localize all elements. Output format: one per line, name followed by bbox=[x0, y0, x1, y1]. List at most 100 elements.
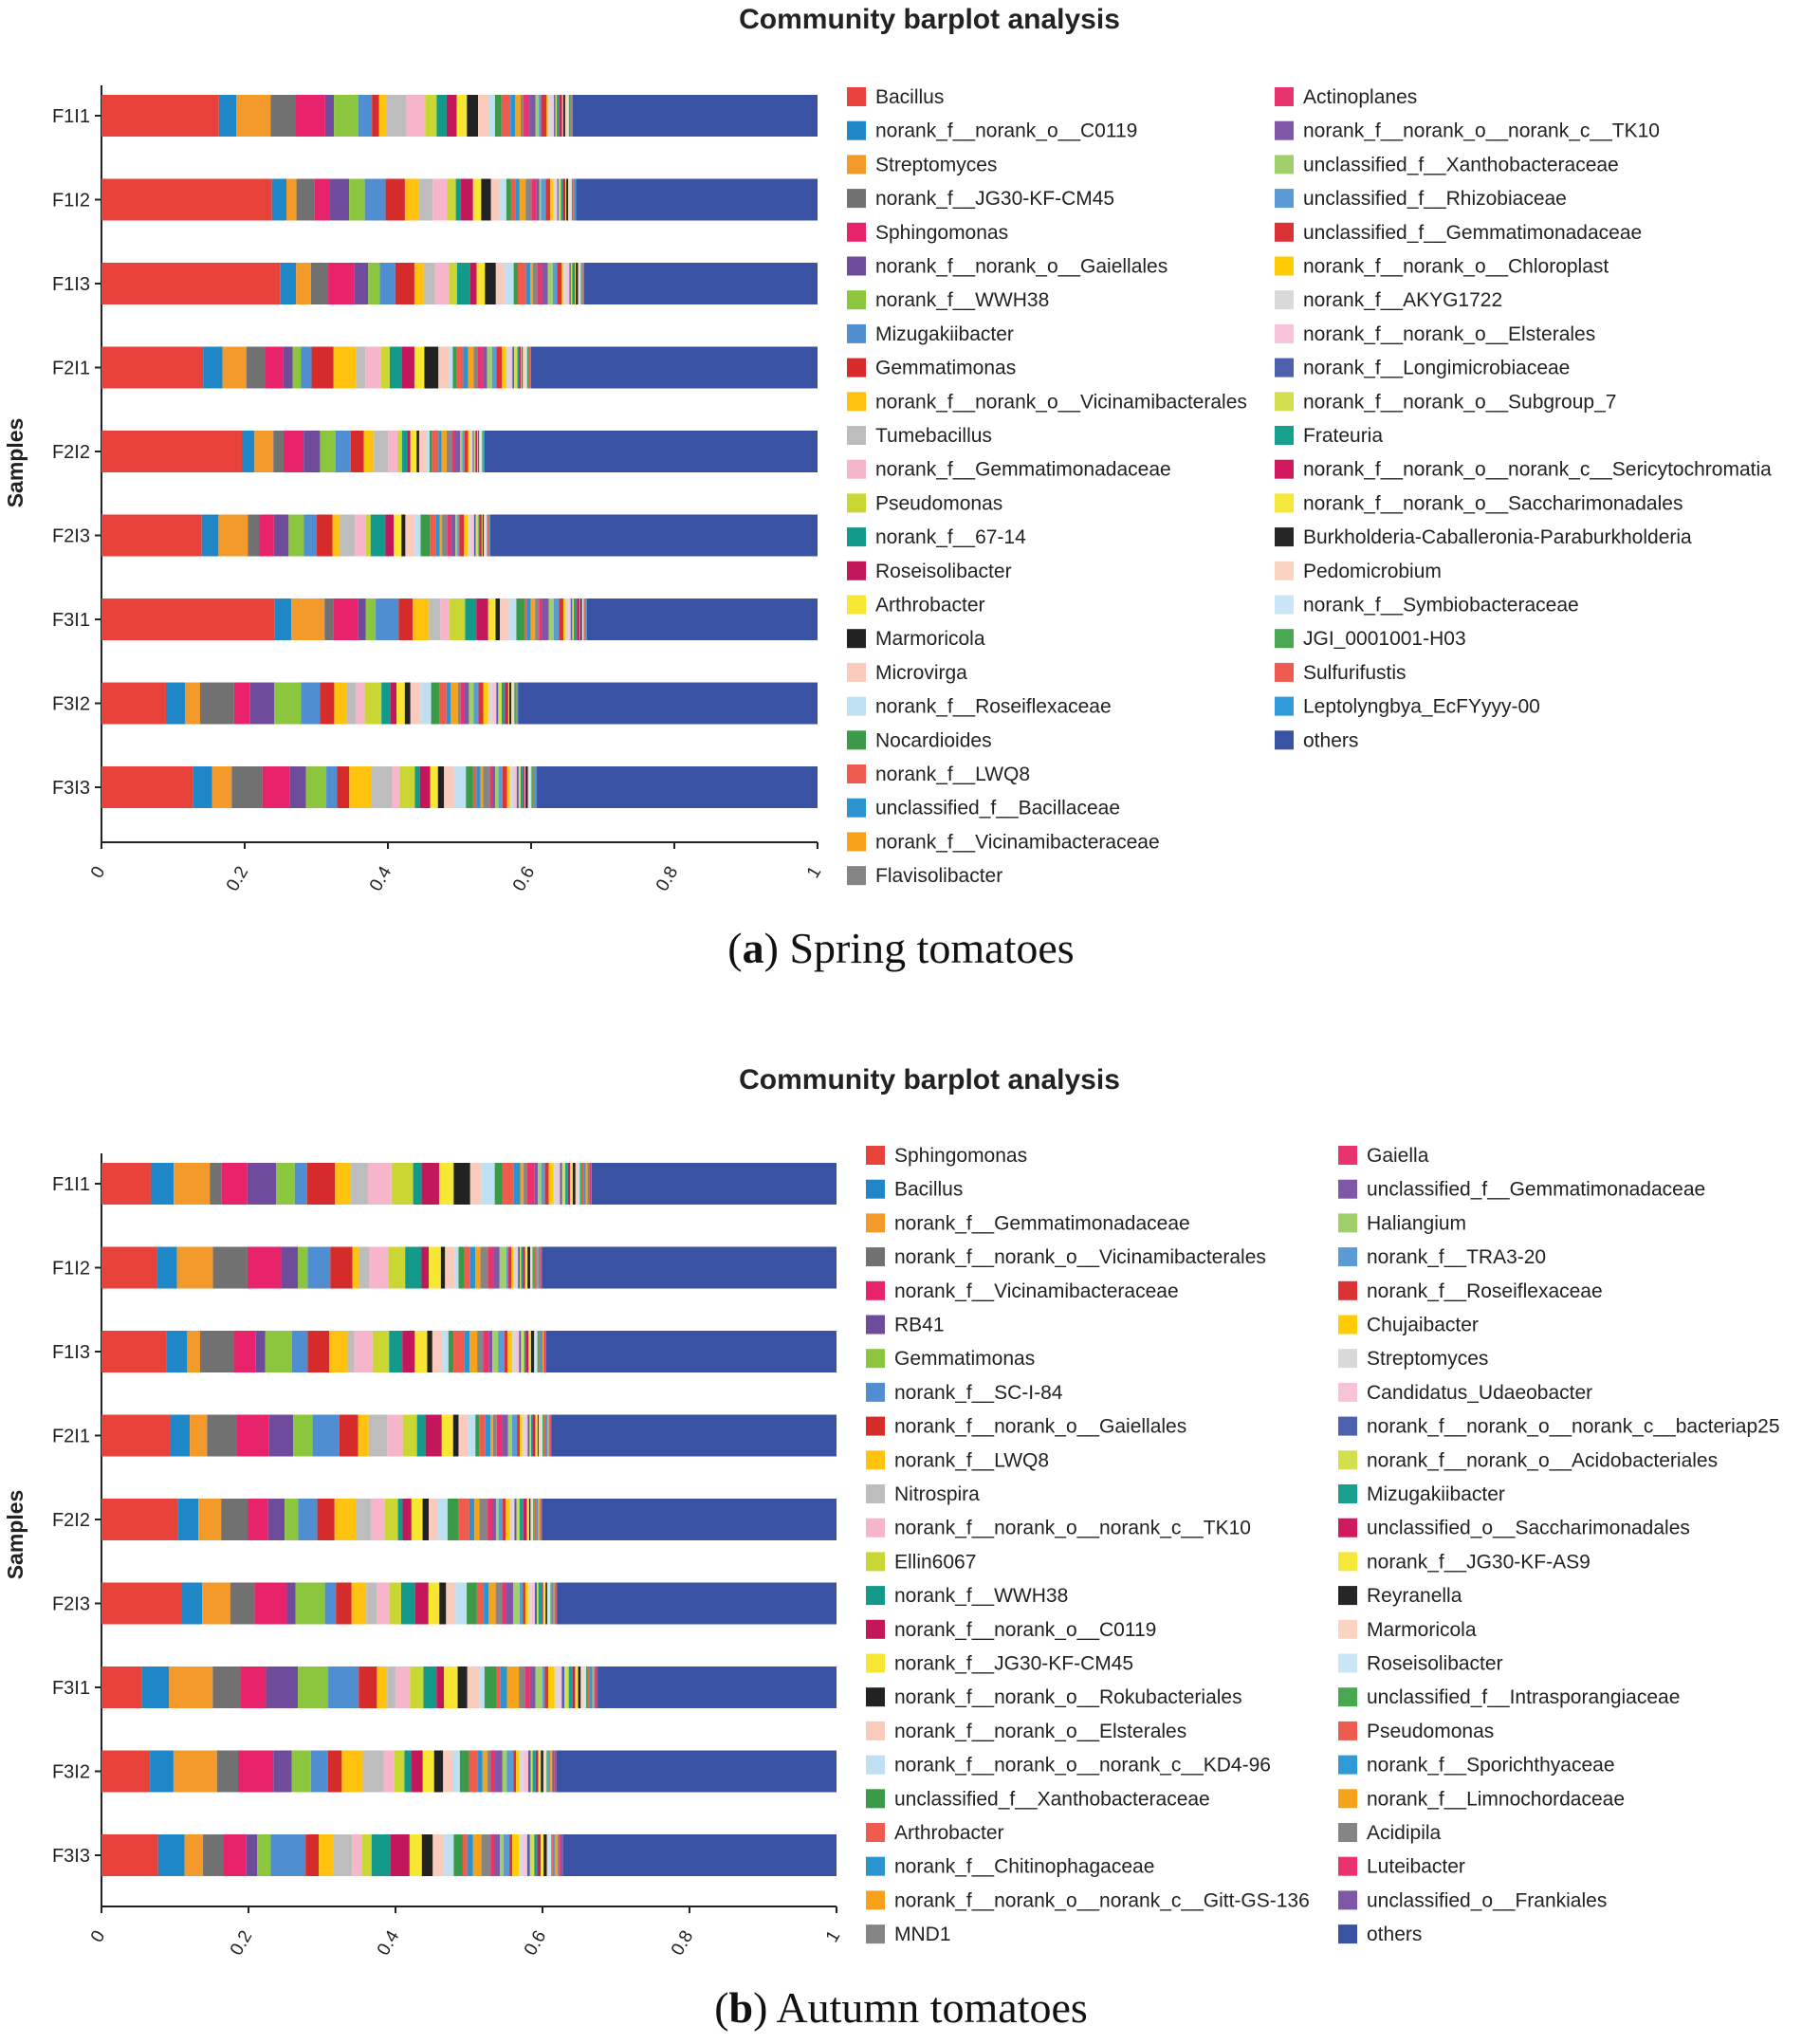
bar-segment-norank_f__norank_o__C0119 bbox=[414, 1582, 429, 1625]
bar-segment-Tumebacillus bbox=[385, 95, 407, 137]
bar-segment-norank_f__norank_o__norank_c__Sericytochromatia bbox=[562, 178, 566, 221]
bar-segment-Marmoricola bbox=[401, 514, 406, 557]
bar-segment-Roseisolibacter bbox=[583, 1667, 586, 1708]
bar-segment-norank_f__LWQ8 bbox=[501, 95, 511, 137]
bar-segment-Microvirga bbox=[495, 263, 506, 304]
legend-label: unclassified_f__Xanthobacteraceae bbox=[1303, 154, 1619, 175]
legend-swatch bbox=[1338, 1280, 1357, 1300]
bar-segment-Haliangium bbox=[502, 1750, 507, 1793]
bar-segment-Leptolyngbya_EcFYyyy-00 bbox=[489, 514, 490, 557]
bar-segment-unclassified_f__Rhizobiaceae bbox=[462, 431, 465, 472]
bar-segment-norank_f__Limnochordaceae bbox=[549, 1750, 552, 1793]
bar-segment-norank_f__Roseiflexaceae bbox=[523, 1582, 525, 1625]
bar-segment-norank_f__Chitinophagaceae bbox=[469, 1499, 475, 1540]
bar-segment-norank_f__SC-I-84 bbox=[270, 1834, 306, 1876]
bar-segment-norank_f__Roseiflexaceae bbox=[544, 1163, 549, 1205]
bar-segment-Luteibacter bbox=[556, 1582, 558, 1625]
bar-segment-Gemmatimonas bbox=[257, 1834, 271, 1876]
bar-segment-Roseisolibacter bbox=[407, 431, 411, 472]
legend-swatch bbox=[847, 256, 866, 276]
bar-segment-norank_f__norank_o__Chloroplast bbox=[502, 346, 506, 389]
bar-segment-norank_f__Vicinamibacteraceae bbox=[530, 598, 536, 640]
bar-segment-MND1 bbox=[495, 1582, 503, 1625]
bar-segment-Mizugakiibacter bbox=[532, 1750, 536, 1793]
bar-segment-norank_f__norank_o__Rokubacteriales bbox=[433, 1750, 444, 1793]
bar-segment-unclassified_o__Frankiales bbox=[557, 1582, 558, 1625]
legend-label: Flavisolibacter bbox=[875, 865, 1002, 887]
bar-segment-norank_f__norank_o__C0119 bbox=[425, 1414, 442, 1457]
bar-segment-Frateuria bbox=[474, 431, 476, 472]
bar-segment-Nitrospira bbox=[366, 1582, 377, 1625]
bar-segment-norank_f__Roseiflexaceae bbox=[509, 1834, 513, 1876]
bar-segment-norank_f__norank_o__Chloroplast bbox=[546, 95, 549, 137]
bar-segment-Mizugakiibacter bbox=[534, 1834, 538, 1876]
bar-segment-norank_f__norank_o__Vicinamibacterales bbox=[212, 1667, 241, 1708]
bar-segment-Marmoricola bbox=[538, 1414, 542, 1457]
bar-segment-norank_f__JG30-KF-CM45 bbox=[199, 682, 234, 725]
legend-label: Arthrobacter bbox=[894, 1822, 1004, 1844]
legend-label: RB41 bbox=[894, 1315, 945, 1336]
bar-segment-norank_f__Gemmatimonadaceae bbox=[176, 1246, 213, 1289]
legend-swatch bbox=[847, 832, 866, 852]
legend-swatch bbox=[1275, 426, 1294, 445]
bar-segment-Sphingomonas bbox=[101, 1834, 158, 1876]
legend-swatch bbox=[866, 1789, 885, 1809]
y-tick-label: F2I1 bbox=[52, 359, 90, 379]
bar-segment-norank_f__JG30-KF-CM45 bbox=[296, 178, 315, 221]
bar-segment-others bbox=[484, 431, 818, 472]
y-tick-label: F3I1 bbox=[52, 610, 90, 631]
bar-segment-Candidatus_Udaeobacter bbox=[523, 1750, 529, 1793]
legend-swatch bbox=[866, 1349, 885, 1369]
bar-segment-Gemmatimonas bbox=[298, 1667, 329, 1708]
legend-label: others bbox=[1303, 729, 1358, 751]
bar-segment-unclassified_f__Rhizobiaceae bbox=[552, 263, 558, 304]
bar-segment-norank_f__TRA3-20 bbox=[511, 1414, 518, 1457]
bar-segment-norank_f__norank_o__C0119 bbox=[411, 1750, 423, 1793]
bar-segment-norank_f__Vicinamibacteraceae bbox=[223, 1834, 247, 1876]
bar-segment-norank_f__norank_o__Saccharimonadales bbox=[561, 95, 563, 137]
x-tick-label: 0.6 bbox=[521, 1927, 550, 1959]
legend-swatch bbox=[847, 120, 866, 140]
bar-segment-norank_f__norank_o__Rokubacteriales bbox=[421, 1834, 433, 1876]
legend-label: Leptolyngbya_EcFYyyy-00 bbox=[1303, 696, 1540, 718]
bar-segment-JGI_0001001-H03 bbox=[568, 95, 571, 137]
x-tick-label: 1 bbox=[803, 863, 825, 882]
legend-label: others bbox=[1367, 1924, 1422, 1945]
bar-segment-norank_f__Vicinamibacteraceae bbox=[519, 178, 526, 221]
bar-segment-norank_f__norank_o__norank_c__TK10 bbox=[352, 1834, 362, 1876]
bar-segment-Pseudomonas bbox=[543, 1414, 547, 1457]
legend-swatch bbox=[1338, 1450, 1357, 1470]
bar-segment-norank_f__norank_o__C0119 bbox=[280, 263, 297, 304]
bar-segment-norank_f__LWQ8 bbox=[377, 1667, 388, 1708]
legend-label: norank_f__67-14 bbox=[875, 526, 1026, 548]
bar-segment-Pedomicrobium bbox=[581, 598, 583, 640]
legend-label: Pseudomonas bbox=[1367, 1721, 1494, 1742]
bar-segment-Arthrobacter bbox=[487, 598, 496, 640]
bar-segment-norank_f__norank_o__norank_c__bacteriap25 bbox=[514, 1499, 517, 1540]
bar-segment-norank_f__norank_o__norank_c__bacteriap25 bbox=[526, 1834, 530, 1876]
bar-segment-Marmoricola bbox=[481, 178, 491, 221]
legend-swatch bbox=[847, 696, 866, 716]
bar-segment-Streptomyces bbox=[522, 1414, 525, 1457]
bar-segment-norank_f__norank_o__Vicinamibacterales bbox=[216, 1750, 239, 1793]
bar-segment-Luteibacter bbox=[540, 1246, 542, 1289]
legend-label: Burkholderia-Caballeronia-Paraburkholder… bbox=[1303, 526, 1692, 548]
bar-segment-Candidatus_Udaeobacter bbox=[559, 1667, 562, 1708]
bar-segment-Pseudomonas bbox=[581, 1163, 584, 1205]
bar-segment-norank_f__norank_o__Rokubacteriales bbox=[440, 1246, 446, 1289]
legend-label: Roseisolibacter bbox=[875, 561, 1012, 582]
legend-label: Sphingomonas bbox=[894, 1145, 1027, 1167]
bar-segment-norank_f__Sporichthyaceae bbox=[536, 1246, 538, 1289]
bar-segment-Pseudomonas bbox=[450, 598, 466, 640]
bar-segment-norank_f__Sporichthyaceae bbox=[548, 1750, 550, 1793]
bar-segment-norank_f__norank_o__Vicinamibacterales bbox=[334, 682, 347, 725]
bar-segment-norank_f__WWH38 bbox=[288, 514, 304, 557]
bar-segment-unclassified_f__Xanthobacteraceae bbox=[448, 1331, 454, 1372]
bar-segment-MND1 bbox=[492, 1414, 497, 1457]
legend-swatch bbox=[847, 629, 866, 649]
bar-segment-norank_f__norank_o__C0119 bbox=[402, 1331, 415, 1372]
bar-segment-norank_f__norank_o__C0119 bbox=[218, 95, 237, 137]
legend-swatch bbox=[866, 1890, 885, 1910]
bar-segment-norank_f__TRA3-20 bbox=[503, 1834, 510, 1876]
bar-segment-Nocardioides bbox=[506, 178, 511, 221]
